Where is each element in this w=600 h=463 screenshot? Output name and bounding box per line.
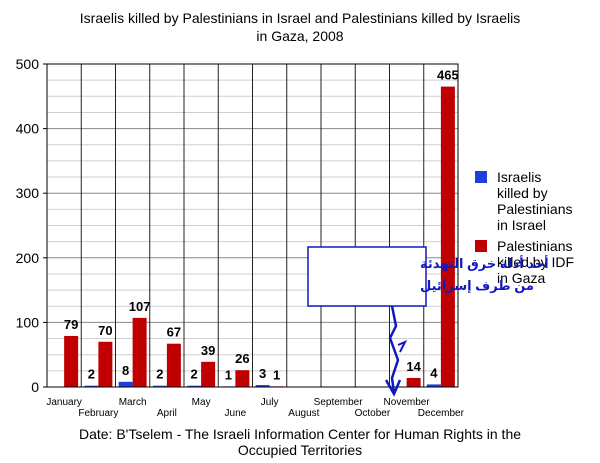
chart-title-line-1: Israelis killed by Palestinians in Israe…: [80, 10, 520, 26]
x-tick-label-february: February: [78, 408, 118, 419]
bars: [64, 86, 455, 388]
data-label-palestinians-march: 107: [129, 299, 151, 314]
bar-palestinians-april: [166, 343, 181, 387]
data-label-israelis-december: 4: [430, 365, 438, 380]
bar-palestinians-december: [440, 86, 455, 388]
bar-israelis-april: [152, 385, 167, 387]
data-label-palestinians-january: 79: [64, 317, 78, 332]
x-tick-label-june: June: [225, 408, 247, 419]
x-tick-label-july: July: [261, 397, 279, 408]
legend-swatch-palestinians: [475, 240, 487, 252]
x-tick-label-september: September: [314, 397, 364, 408]
annotation-arrow-tick: [397, 340, 408, 353]
y-tick-label: 300: [16, 185, 40, 201]
annotation-line-2: من طرف إسرائيل: [420, 278, 534, 293]
bar-palestinians-march: [132, 317, 147, 387]
bar-israelis-december: [426, 384, 441, 387]
caption-line-1: Date: B'Tselem - The Israeli Information…: [79, 426, 521, 442]
legend: Israelis killed by Palestinians in Israe…: [475, 169, 574, 286]
x-tick-label-august: August: [288, 408, 319, 419]
legend-label-palestinians-line-2: killed by IDF: [497, 254, 574, 270]
legend-label-israelis-line-3: Palestinians: [497, 201, 573, 217]
annotation-arrow-line: [388, 305, 400, 394]
legend-label-israelis-line-4: in Israel: [497, 217, 546, 233]
chart-title-line-2: in Gaza, 2008: [256, 28, 343, 44]
bar-israelis-march: [118, 381, 133, 387]
x-tick-label-april: April: [157, 408, 177, 419]
x-tick-label-november: November: [384, 397, 431, 408]
data-label-palestinians-april: 67: [167, 325, 181, 340]
bar-israelis-may: [187, 385, 202, 387]
data-label-israelis-may: 2: [191, 367, 198, 382]
data-label-palestinians-june: 26: [235, 351, 249, 366]
legend-label-palestinians-line-1: Palestinians: [497, 238, 573, 254]
data-label-israelis-february: 2: [88, 367, 95, 382]
bar-palestinians-may: [201, 361, 216, 387]
data-label-palestinians-july: 1: [273, 367, 280, 382]
legend-label-palestinians-line-3: in Gaza: [497, 270, 545, 286]
annotation-line-1: أحد أدلة خرق التهدئة: [420, 255, 549, 271]
data-label-palestinians-may: 39: [201, 343, 215, 358]
bar-palestinians-february: [98, 341, 113, 387]
data-label-israelis-april: 2: [156, 367, 163, 382]
x-tick-label-january: January: [46, 397, 82, 408]
y-tick-label: 200: [16, 250, 40, 266]
bar-israelis-february: [84, 385, 99, 387]
bar-palestinians-january: [64, 335, 79, 387]
y-tick-label: 400: [16, 121, 40, 137]
y-tick-label: 100: [16, 314, 40, 330]
y-tick-label: 500: [16, 56, 40, 72]
data-label-palestinians-february: 70: [98, 323, 112, 338]
data-label-israelis-march: 8: [122, 363, 129, 378]
data-label-israelis-july: 3: [259, 366, 266, 381]
caption-line-2: Occupied Territories: [238, 442, 362, 458]
x-tick-label-march: March: [119, 397, 147, 408]
legend-swatch-israelis: [475, 171, 487, 183]
bar-palestinians-june: [235, 370, 250, 387]
annotation-box: [307, 246, 427, 307]
data-label-israelis-june: 1: [225, 367, 232, 382]
bar-israelis-july: [255, 385, 270, 387]
legend-label-israelis-line-1: Israelis: [497, 169, 541, 185]
x-tick-label-december: December: [418, 408, 465, 419]
data-label-palestinians-november: 14: [406, 359, 421, 374]
legend-label-israelis-line-2: killed by: [497, 185, 548, 201]
grid-lines: [47, 63, 458, 388]
plot-border: [46, 63, 459, 388]
x-tick-label-may: May: [192, 397, 211, 408]
annotation-arrow-head: [384, 379, 402, 397]
bar-palestinians-november: [406, 377, 421, 387]
y-tick-label: 0: [31, 379, 39, 395]
x-tick-label-october: October: [355, 408, 391, 419]
data-label-palestinians-december: 465: [437, 68, 459, 83]
annotation: أحد أدلة خرق التهدئة من طرف إسرائيل: [307, 246, 549, 397]
